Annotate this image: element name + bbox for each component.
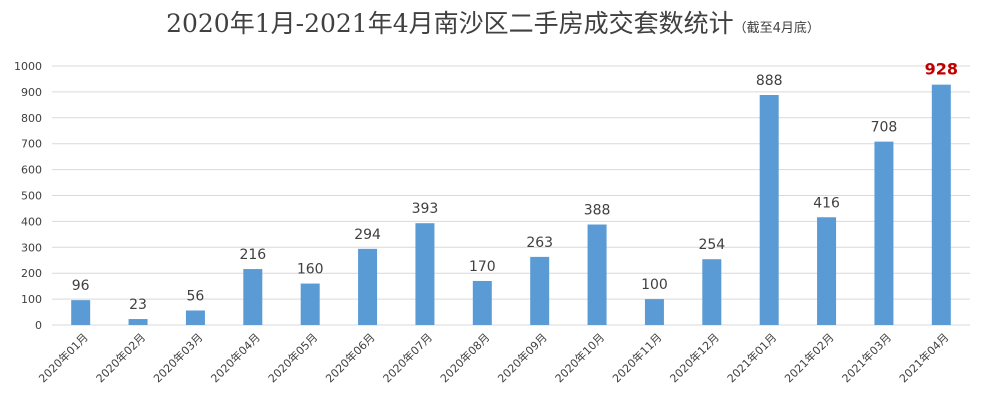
data-label: 708 <box>871 120 898 136</box>
y-tick-label: 600 <box>21 164 42 177</box>
bar <box>243 269 263 325</box>
bars <box>71 84 951 326</box>
x-tick-label: 2020年11月 <box>609 330 664 385</box>
bar <box>874 141 894 325</box>
bar <box>644 299 664 325</box>
bar <box>817 217 837 325</box>
bar <box>587 224 607 325</box>
grid-lines <box>52 65 970 326</box>
y-axis-ticks: 0 100 200 300 400 500 600 700 800 900 1000 <box>14 60 42 332</box>
bar <box>415 223 435 325</box>
x-tick-label: 2021年01月 <box>724 330 779 385</box>
y-tick-label: 800 <box>21 112 42 125</box>
x-tick-label: 2020年02月 <box>93 330 148 385</box>
y-tick-label: 200 <box>21 267 42 280</box>
x-tick-label: 2021年02月 <box>782 330 837 385</box>
y-tick-label: 900 <box>21 86 42 99</box>
x-tick-label: 2020年03月 <box>150 330 205 385</box>
x-tick-label: 2020年10月 <box>552 330 607 385</box>
x-tick-label: 2020年07月 <box>380 330 435 385</box>
x-tick-label: 2021年04月 <box>896 330 951 385</box>
x-tick-label: 2020年09月 <box>495 330 550 385</box>
data-label: 170 <box>469 259 496 275</box>
x-axis-ticks: 2020年01月 2020年02月 2020年03月 2020年04月 2020年05月… <box>36 330 952 385</box>
bar <box>702 259 722 325</box>
data-label: 388 <box>584 203 611 219</box>
data-label: 23 <box>129 297 147 313</box>
x-tick-label: 2020年06月 <box>323 330 378 385</box>
data-label: 263 <box>526 235 553 251</box>
x-tick-label: 2020年12月 <box>667 330 722 385</box>
bar <box>530 256 550 325</box>
data-label: 888 <box>756 73 783 89</box>
y-tick-label: 700 <box>21 138 42 151</box>
data-label: 294 <box>354 227 381 243</box>
data-label: 100 <box>641 277 668 293</box>
x-tick-label: 2020年04月 <box>208 330 263 385</box>
data-label: 160 <box>297 262 324 278</box>
bar <box>128 319 148 325</box>
bar <box>931 84 951 325</box>
chart-title-block: 2020年1月-2021年4月南沙区二手房成交套数统计（截至4月底） <box>0 4 986 40</box>
bar <box>358 248 378 325</box>
data-label: 96 <box>72 278 90 294</box>
data-labels: 96 23 56 216 160 294 393 170 263 388 100 254 888 416 7… <box>72 60 958 313</box>
y-tick-label: 300 <box>21 241 42 254</box>
data-label: 56 <box>187 288 205 304</box>
bar <box>71 300 91 325</box>
data-label: 393 <box>412 201 439 217</box>
bar <box>759 95 779 326</box>
y-tick-label: 0 <box>35 319 42 332</box>
y-tick-label: 500 <box>21 190 42 203</box>
chart-title: 2020年1月-2021年4月南沙区二手房成交套数统计 <box>166 9 734 38</box>
x-tick-label: 2020年05月 <box>265 330 320 385</box>
data-label: 216 <box>239 247 266 263</box>
x-tick-label: 2020年01月 <box>36 330 91 385</box>
bar <box>472 280 492 325</box>
x-tick-label: 2020年08月 <box>437 330 492 385</box>
chart-subtitle: （截至4月底） <box>733 21 820 36</box>
y-tick-label: 1000 <box>14 60 42 73</box>
y-tick-label: 400 <box>21 215 42 228</box>
data-label: 254 <box>698 237 725 253</box>
x-tick-label: 2021年03月 <box>839 330 894 385</box>
bar <box>185 310 205 325</box>
y-tick-label: 100 <box>21 293 42 306</box>
data-label: 928 <box>925 60 958 79</box>
bar <box>300 283 320 325</box>
data-label: 416 <box>813 195 840 211</box>
